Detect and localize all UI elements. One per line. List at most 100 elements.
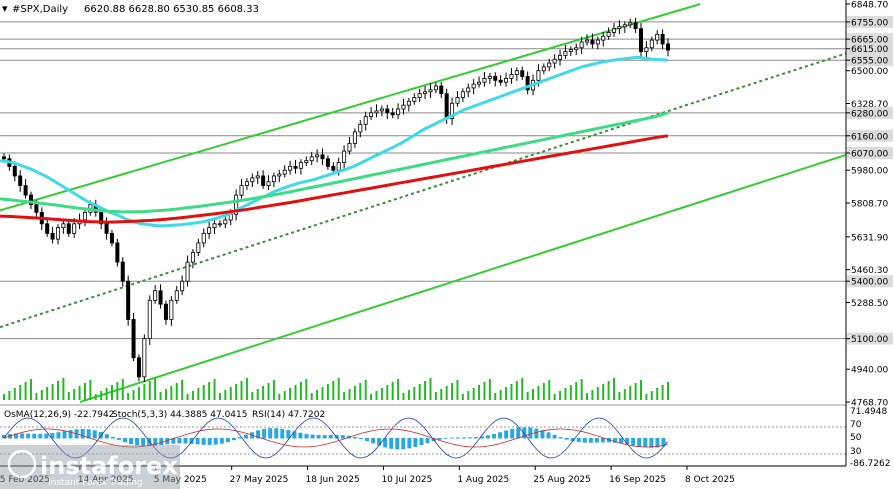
volume-bar [380, 388, 383, 400]
osma-histogram-bar [135, 438, 140, 446]
volume-bar [137, 387, 140, 400]
osma-histogram-bar [14, 433, 19, 439]
volume-bar [46, 387, 49, 400]
volume-bar [515, 381, 518, 400]
price-tick-label: 5100.00 [851, 335, 888, 345]
candle-body [250, 177, 255, 183]
candle-body [601, 35, 606, 41]
volume-bars [3, 378, 669, 400]
volume-bar [370, 394, 373, 400]
volume-bar [505, 387, 508, 400]
osma-histogram-bar [26, 433, 31, 439]
candle-body [153, 290, 158, 301]
osma-histogram-bar [588, 438, 593, 443]
volume-bar [375, 391, 378, 400]
osma-histogram-bar [522, 427, 527, 439]
osma-histogram-bar [104, 434, 109, 439]
candle-body [347, 143, 352, 152]
candle-body [509, 74, 514, 79]
volume-bar [51, 384, 54, 400]
volume-bar [159, 392, 162, 400]
osma-histogram-bar [195, 438, 200, 445]
volume-bar [148, 381, 151, 400]
candle-body [520, 70, 525, 77]
volume-bar [488, 379, 491, 400]
candle-body [12, 165, 17, 177]
time-axis[interactable]: 25 Feb 2025 14 Apr 2025 5 May 2025 27 May 2… [0, 466, 735, 485]
price-tick-label: 5980.00 [851, 167, 888, 177]
volume-bar [337, 378, 340, 400]
volume-bar [629, 386, 632, 400]
volume-bar [650, 391, 653, 400]
candle-body [293, 165, 298, 169]
osma-histogram-bar [407, 438, 412, 449]
volume-bar [569, 385, 572, 400]
candle-body [369, 112, 374, 118]
candle-body [163, 303, 168, 320]
time-tick-label: 25 Aug 2025 [533, 475, 591, 485]
moving-average-line [0, 134, 669, 224]
volume-bar [580, 379, 583, 400]
candle-body [190, 252, 195, 263]
osma-histogram-bar [383, 438, 388, 448]
osma-histogram-bar [534, 428, 539, 439]
candle-body [406, 100, 411, 106]
osma-histogram-bar [655, 438, 660, 448]
symbol-label: #SPX,Daily [12, 4, 68, 15]
volume-bar [429, 378, 432, 400]
candle-body [628, 22, 633, 26]
candle-body [239, 185, 244, 196]
candle-body [374, 110, 379, 114]
candle-body [358, 123, 363, 133]
candle-body [466, 87, 471, 93]
candle-body [444, 93, 449, 119]
osma-histogram-bar [419, 438, 424, 446]
osma-histogram-bar [334, 434, 339, 439]
volume-bar [278, 394, 281, 400]
time-tick-label: 10 Jul 2025 [381, 475, 432, 485]
volume-bar [224, 390, 227, 400]
volume-bar [256, 389, 259, 400]
candle-body [579, 41, 584, 49]
osma-label: OsMA(12,26,9) -22.7942 [4, 410, 114, 420]
grid-lines [0, 21, 846, 340]
osma-histogram-bar [32, 433, 37, 439]
candle-body [72, 223, 77, 234]
volume-bar [143, 384, 146, 400]
osma-histogram-bar [207, 438, 212, 445]
volume-bar [121, 379, 124, 400]
volume-bar [202, 385, 205, 400]
volume-bar [56, 381, 59, 400]
volume-bar [461, 394, 464, 400]
volume-bar [607, 381, 610, 400]
candle-body [325, 158, 330, 167]
volume-bar [294, 385, 297, 400]
volume-bar [640, 380, 643, 400]
candle-body [158, 290, 163, 305]
candle-body [423, 91, 428, 95]
candle-body [126, 280, 131, 320]
osma-histogram-bar [516, 427, 521, 439]
osma-histogram-bar [189, 438, 194, 444]
candle-body [622, 24, 627, 28]
candle-body [104, 223, 109, 234]
volume-bar [591, 390, 594, 400]
candle-body [174, 290, 179, 301]
candle-body [282, 169, 287, 175]
volume-bar [499, 390, 502, 400]
volume-bar [229, 387, 232, 400]
volume-bar [116, 382, 119, 400]
osma-histogram-bar [498, 432, 503, 439]
osma-histogram-bar [219, 438, 224, 444]
volume-bar [478, 385, 481, 400]
chart-header: ▾ #SPX,Daily 6620.88 6628.80 6530.85 660… [2, 2, 259, 15]
candle-body [309, 156, 314, 162]
volume-bar [397, 379, 400, 400]
volume-bar [197, 388, 200, 400]
volume-bar [510, 384, 513, 400]
osma-histogram-bar [600, 438, 605, 443]
osma-histogram-bar [352, 436, 357, 439]
candle-body [460, 91, 465, 98]
osma-histogram-bar [389, 438, 394, 449]
